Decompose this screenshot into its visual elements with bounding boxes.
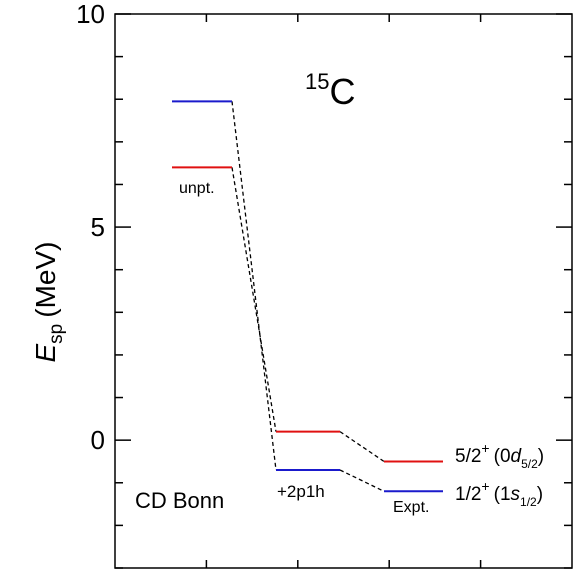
state-label-s12-j: 1/2 — [520, 495, 537, 509]
state-label-s12-n: 1 — [500, 484, 511, 505]
column-label-expt: Expt. — [393, 499, 429, 516]
y-tick-label: 0 — [91, 425, 105, 455]
state-label-s12-l: s — [511, 484, 521, 505]
connector-d52-0 — [231, 167, 277, 432]
state-label-d52-j: 5/2 — [521, 457, 538, 471]
state-label-d52: 5/2+ (0d5/2) — [455, 440, 544, 471]
state-label-d52-l: d — [511, 446, 523, 467]
connector-s12-0 — [231, 101, 277, 471]
y-tick-label: 10 — [76, 0, 105, 29]
connector-lines — [231, 101, 385, 492]
column-label-unpt: unpt. — [179, 180, 215, 197]
connector-s12-1 — [339, 469, 385, 492]
state-label-d52-n: 0 — [500, 446, 511, 467]
plot-frame — [114, 13, 573, 569]
state-label-d52-jpi: 5/2 — [455, 446, 481, 467]
nucleus-symbol: C — [329, 71, 355, 112]
nucleus-title: 15C — [305, 69, 355, 112]
connector-d52-1 — [339, 431, 385, 462]
interaction-label: CD Bonn — [135, 488, 224, 513]
y-axis-label-symbol: E — [30, 344, 61, 363]
y-axis-label-subscript: sp — [46, 324, 67, 344]
state-label-d52-parity: + — [481, 440, 489, 456]
energy-levels — [172, 100, 443, 493]
state-label-s12: 1/2+ (1s1/2) — [455, 478, 543, 509]
y-axis-label-unit: (MeV) — [30, 242, 61, 318]
state-label-s12-parity: + — [481, 478, 489, 494]
y-axis-label: Esp (MeV) — [30, 242, 67, 363]
column-label-2p1h: +2p1h — [277, 482, 325, 501]
y-tick-label: 5 — [91, 212, 105, 242]
nucleus-mass-number: 15 — [305, 69, 329, 94]
state-label-s12-jpi: 1/2 — [455, 484, 481, 505]
